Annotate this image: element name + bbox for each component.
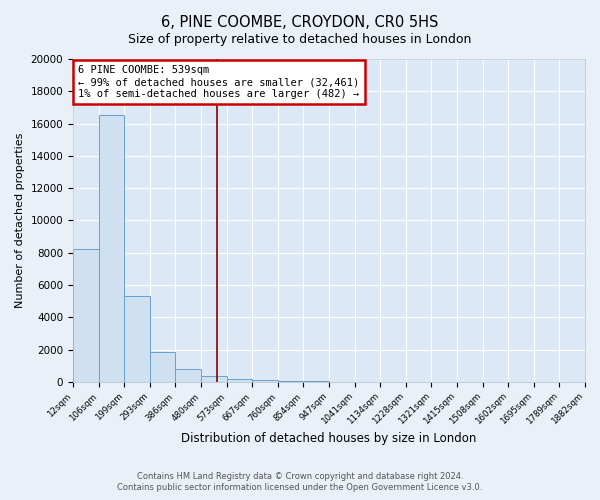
Bar: [252, 380, 278, 382]
Bar: [175, 369, 201, 382]
Bar: [73, 250, 98, 382]
X-axis label: Distribution of detached houses by size in London: Distribution of detached houses by size …: [181, 432, 477, 445]
Text: Contains HM Land Registry data © Crown copyright and database right 2024.
Contai: Contains HM Land Registry data © Crown c…: [118, 472, 482, 492]
Bar: [227, 378, 252, 382]
Text: 6 PINE COOMBE: 539sqm
← 99% of detached houses are smaller (32,461)
1% of semi-d: 6 PINE COOMBE: 539sqm ← 99% of detached …: [78, 66, 359, 98]
Bar: [304, 381, 329, 382]
Bar: [201, 376, 227, 382]
Text: 6, PINE COOMBE, CROYDON, CR0 5HS: 6, PINE COOMBE, CROYDON, CR0 5HS: [161, 15, 439, 30]
Bar: [150, 352, 175, 382]
Y-axis label: Number of detached properties: Number of detached properties: [15, 132, 25, 308]
Bar: [278, 380, 304, 382]
Bar: [124, 296, 150, 382]
Text: Size of property relative to detached houses in London: Size of property relative to detached ho…: [128, 32, 472, 46]
Bar: [98, 116, 124, 382]
